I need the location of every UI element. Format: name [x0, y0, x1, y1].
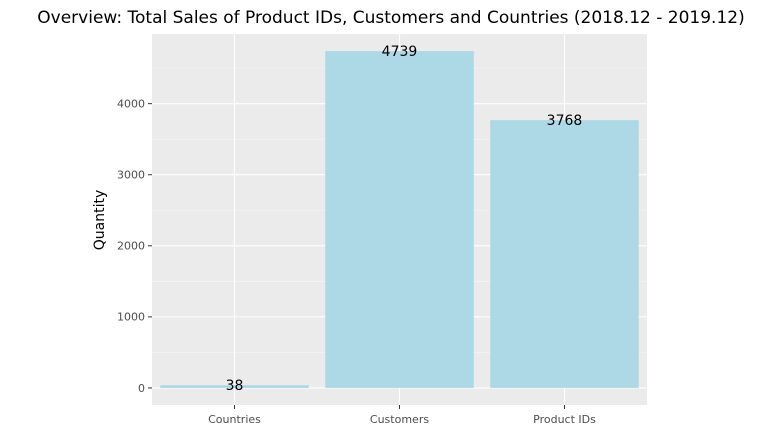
- data-labels: 38 4739 3768: [226, 44, 583, 394]
- bars: [160, 51, 639, 388]
- y-tick-label: 3000: [117, 169, 145, 182]
- chart-title: Overview: Total Sales of Product IDs, Cu…: [37, 8, 744, 28]
- bar-product-ids: [490, 120, 639, 388]
- bar-countries: [160, 385, 309, 388]
- y-axis-title: Quantity: [92, 190, 108, 251]
- x-tick-label: Customers: [370, 413, 429, 426]
- y-axis: 0 1000 2000 3000 4000: [117, 98, 152, 395]
- y-tick-label: 2000: [117, 240, 145, 253]
- data-label: 3768: [547, 113, 583, 129]
- y-tick-label: 0: [138, 382, 145, 395]
- x-axis: Countries Customers Product IDs: [208, 405, 596, 426]
- data-label: 4739: [382, 44, 418, 60]
- bar-customers: [325, 51, 474, 388]
- y-tick-label: 4000: [117, 98, 145, 111]
- x-tick-label: Product IDs: [533, 413, 596, 426]
- y-tick-label: 1000: [117, 311, 145, 324]
- x-tick-label: Countries: [208, 413, 261, 426]
- data-label: 38: [226, 378, 244, 394]
